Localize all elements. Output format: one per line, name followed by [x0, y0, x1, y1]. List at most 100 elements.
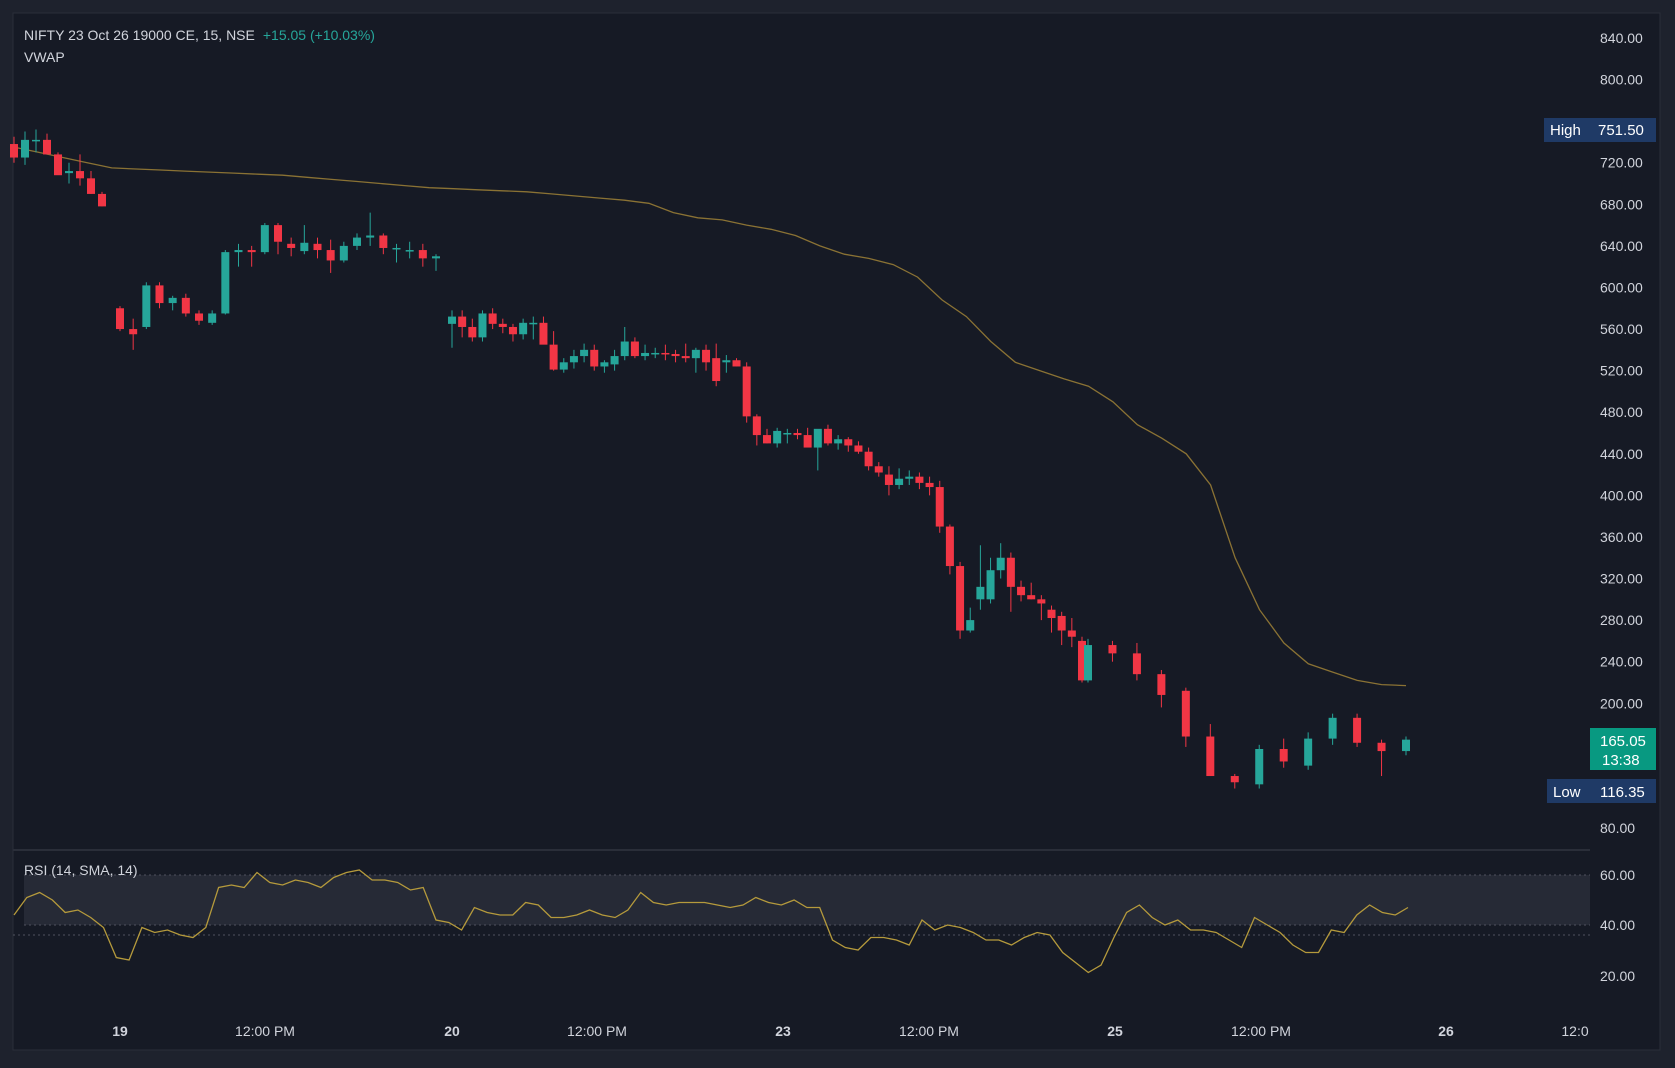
candle-body: [1006, 557, 1015, 587]
candle-body: [1057, 615, 1066, 631]
candle-body: [793, 433, 802, 436]
candle-body: [498, 323, 507, 327]
price-tick-label: 200.00: [1600, 695, 1643, 711]
candle-body: [129, 329, 138, 335]
vwap-line: [13, 146, 1407, 687]
candle-body: [844, 439, 853, 446]
price-axis: 840.00 800.00 720.00 680.00 640.00 600.00 560.…: [1600, 30, 1643, 836]
price-tick-label: 480.00: [1600, 404, 1643, 420]
candle-body: [742, 366, 751, 417]
candle-body: [1027, 595, 1036, 600]
low-marker-value: 116.35: [1600, 784, 1645, 801]
candle-body: [1230, 776, 1239, 783]
candle-body: [87, 178, 95, 194]
candle-body: [1047, 609, 1056, 619]
candle-body: [864, 451, 873, 467]
candle-body: [813, 428, 822, 448]
candle-body: [681, 356, 690, 359]
candle-body: [1084, 645, 1092, 681]
candle-body: [300, 242, 309, 252]
candle-body: [1377, 742, 1386, 752]
time-tick-label: 12:0: [1561, 1023, 1588, 1039]
candle-body: [671, 354, 680, 357]
candle-body: [773, 430, 782, 444]
candle-body: [661, 352, 670, 355]
price-tick-label: 560.00: [1600, 321, 1643, 337]
candle-body: [884, 474, 893, 485]
candle-body: [763, 435, 771, 444]
candle-body: [559, 362, 568, 370]
candle-body: [287, 243, 296, 248]
candle-body: [529, 322, 538, 325]
candle-body: [691, 349, 700, 359]
candle-body: [221, 252, 230, 314]
legend-symbol-row: NIFTY 23 Oct 26 19000 CE, 15, NSE +15.05 …: [24, 24, 375, 46]
time-tick-label: 19: [112, 1023, 128, 1039]
candle-body: [142, 285, 151, 327]
candle-body: [590, 349, 599, 367]
candle-body: [986, 570, 995, 600]
candle-body: [274, 225, 282, 242]
candle-body: [181, 297, 190, 314]
price-tick-label: 800.00: [1600, 72, 1643, 88]
candle-body: [208, 313, 217, 323]
candle-body: [366, 235, 375, 238]
low-marker-value-bg: [1595, 779, 1656, 803]
time-tick-label: 20: [444, 1023, 460, 1039]
candle-body: [1255, 749, 1264, 785]
price-tick-label: 680.00: [1600, 196, 1643, 212]
candle-body: [54, 154, 62, 176]
candle-body: [874, 466, 883, 473]
price-tick-label: 640.00: [1600, 238, 1643, 254]
rsi-line: [13, 869, 1409, 974]
candle-body: [620, 341, 629, 357]
candle-body: [234, 250, 243, 253]
price-tick-label: 320.00: [1600, 571, 1643, 587]
candle-body: [339, 245, 348, 261]
candle-body: [935, 487, 944, 527]
rsi-tick-label: 40.00: [1600, 917, 1635, 933]
candle-body: [752, 416, 761, 436]
candle-body: [895, 478, 904, 485]
candle-body: [1304, 738, 1313, 766]
candle-body: [1157, 674, 1166, 695]
last-price-marker: [1590, 728, 1656, 770]
time-axis: 19 12:00 PM 20 12:00 PM 23 12:00 PM 25 12:00 PM…: [112, 1023, 1589, 1039]
candle-body: [65, 171, 73, 174]
candle-body: [600, 362, 609, 367]
candle-body: [1108, 645, 1117, 654]
candle-body: [519, 322, 528, 335]
candle-body: [418, 250, 427, 259]
candle-body: [1067, 630, 1076, 637]
time-tick-label: 26: [1438, 1023, 1454, 1039]
rsi-legend: RSI (14, SMA, 14): [24, 862, 138, 878]
candle-body: [1037, 599, 1046, 604]
low-marker-label: Low: [1553, 784, 1581, 801]
high-marker-label: High: [1550, 122, 1581, 139]
candle-body: [116, 308, 124, 330]
candle-body: [925, 482, 934, 488]
time-tick-label: 25: [1107, 1023, 1123, 1039]
legend-indicator: VWAP: [24, 49, 65, 65]
candle-body: [405, 250, 414, 252]
candle-body: [834, 439, 843, 444]
candle-body: [905, 476, 914, 479]
time-tick-label: 12:00 PM: [1231, 1023, 1291, 1039]
time-tick-label: 12:00 PM: [235, 1023, 295, 1039]
price-tick-label: 840.00: [1600, 30, 1643, 46]
high-marker-value: 751.50: [1598, 122, 1644, 139]
candle-body: [610, 356, 619, 365]
rsi-band: [24, 875, 1590, 925]
countdown-timer: 13:38: [1602, 752, 1640, 769]
candle-body: [247, 250, 256, 253]
candle-body: [1328, 717, 1337, 739]
candle-body: [21, 139, 29, 158]
candle-body: [508, 326, 517, 335]
high-marker-value-bg: [1594, 118, 1656, 142]
candle-body: [260, 225, 269, 253]
candle-body: [76, 171, 84, 179]
candle-body: [641, 352, 650, 357]
candle-body: [630, 341, 639, 357]
